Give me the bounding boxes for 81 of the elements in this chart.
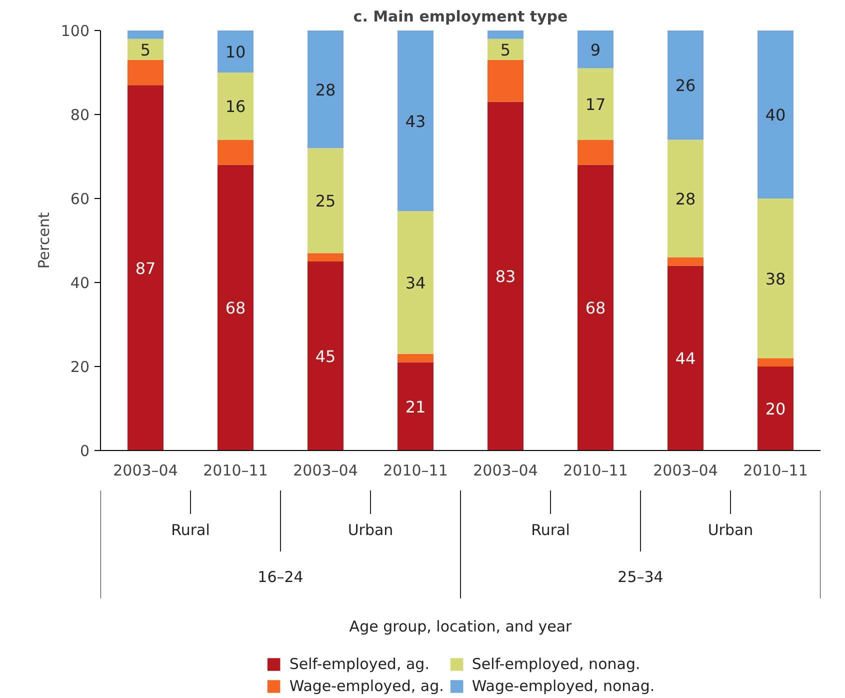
x-tick-label: 2010–11 <box>203 462 268 480</box>
bar <box>128 60 164 86</box>
y-tick-label: 60 <box>70 190 90 208</box>
y-tick-label: 20 <box>70 358 90 376</box>
data-label: 20 <box>765 400 786 418</box>
text: Urban <box>348 520 394 539</box>
bar <box>308 253 344 262</box>
text: Age group, location, and year <box>349 617 573 636</box>
data-label: 10 <box>225 42 246 62</box>
legend-label: Wage-employed, ag. <box>289 677 444 695</box>
data-label: 38 <box>765 269 786 288</box>
bar <box>218 140 254 165</box>
data-label: 25 <box>315 192 336 211</box>
data-label: 21 <box>405 397 426 416</box>
x-tick-label: 2010–11 <box>563 462 628 480</box>
data-label: 9 <box>590 40 601 60</box>
bar <box>758 366 794 450</box>
bar <box>488 38 524 60</box>
bar <box>218 72 254 140</box>
x-tick-label: 2010–11 <box>383 462 448 480</box>
bar <box>128 30 164 39</box>
data-label: 16 <box>225 97 246 116</box>
data-label: 26 <box>675 76 696 96</box>
data-label: 5 <box>500 40 511 60</box>
bar <box>578 164 614 450</box>
x-tick-label: 2010–11 <box>743 462 808 480</box>
data-label: 28 <box>315 80 336 100</box>
bar <box>668 257 704 266</box>
bar <box>578 140 614 165</box>
bar <box>308 30 344 148</box>
data-label: 87 <box>135 258 156 278</box>
bar <box>488 102 524 450</box>
data-label: 68 <box>585 298 606 318</box>
bar <box>398 30 434 212</box>
data-label: 83 <box>495 267 516 286</box>
bar <box>308 262 344 450</box>
y-tick-label: 0 <box>80 442 90 460</box>
bar <box>398 362 434 450</box>
bar <box>668 30 704 140</box>
data-label: 45 <box>315 347 336 366</box>
bar <box>578 30 614 68</box>
bar <box>128 85 164 450</box>
data-label: 17 <box>585 95 606 114</box>
bar <box>398 354 434 362</box>
bar <box>488 30 524 39</box>
bar <box>218 30 254 72</box>
legend-label: Self-employed, nonag. <box>472 655 640 673</box>
legend-label: Self-employed, ag. <box>289 655 430 673</box>
x-tick-label: 2003–04 <box>113 462 178 480</box>
bar <box>758 30 794 198</box>
bar <box>578 68 614 140</box>
bar <box>758 198 794 358</box>
data-label: 43 <box>405 112 426 131</box>
data-label: 40 <box>765 106 786 124</box>
text: 25–34 <box>618 568 664 586</box>
text: Rural <box>531 520 570 539</box>
bar <box>758 358 794 366</box>
bar <box>308 148 344 254</box>
bar <box>218 164 254 450</box>
data-label: 28 <box>675 190 696 208</box>
bar <box>488 60 524 102</box>
y-tick-label: 80 <box>70 106 90 124</box>
legend-label: Wage-employed, nonag. <box>472 677 655 695</box>
x-tick-label: 2003–04 <box>473 462 538 480</box>
y-tick-label: 40 <box>70 274 90 292</box>
data-label: 68 <box>225 298 246 318</box>
chart-title: c. Main employment type <box>353 8 568 26</box>
bar <box>398 211 434 354</box>
bar <box>128 38 164 60</box>
y-axis-title: Percent <box>34 212 53 269</box>
data-label: 34 <box>405 274 426 292</box>
y-tick-label: 100 <box>60 22 90 40</box>
text: Urban <box>708 520 754 539</box>
bar <box>668 266 704 450</box>
x-tick-label: 2003–04 <box>653 462 718 480</box>
text: Rural <box>171 520 210 539</box>
bar <box>668 140 704 258</box>
data-label: 5 <box>140 40 151 60</box>
text: 16–24 <box>258 568 304 586</box>
x-tick-label: 2003–04 <box>293 462 358 480</box>
data-label: 44 <box>675 349 696 368</box>
